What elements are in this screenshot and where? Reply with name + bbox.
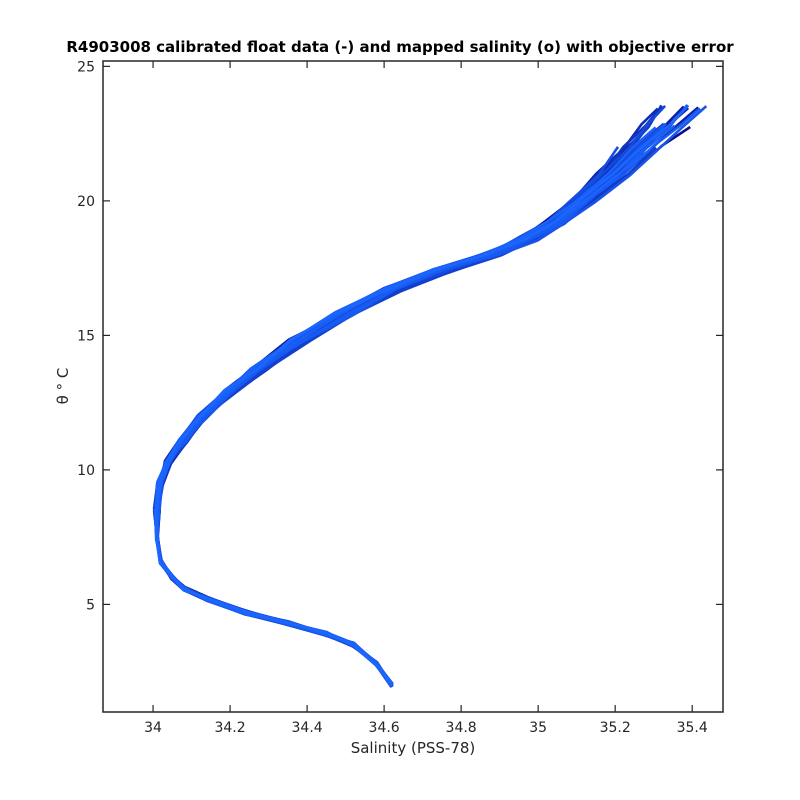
x-tick-label: 35 [529, 720, 547, 736]
profile-lines [152, 104, 708, 688]
x-tick-label: 34.6 [369, 720, 400, 736]
y-tick-label: 15 [77, 328, 95, 344]
chart-title: R4903008 calibrated float data (-) and m… [66, 38, 734, 56]
y-tick-label: 5 [86, 597, 95, 613]
x-tick-label: 34.4 [292, 720, 323, 736]
x-tick-label: 35.4 [677, 720, 708, 736]
plot-frame [102, 60, 724, 713]
y-tick-label: 20 [77, 194, 95, 210]
x-tick-label: 34.2 [214, 720, 245, 736]
profile-line [154, 104, 690, 687]
x-tick-label: 35.2 [600, 720, 631, 736]
y-axis-ticks: 5 10 15 20 25 [77, 59, 723, 613]
x-axis-label: Salinity (PSS-78) [351, 739, 476, 757]
x-tick-label: 34.8 [446, 720, 477, 736]
x-axis-ticks: 34 34.2 34.4 34.6 34.8 35 35.2 35.4 [144, 61, 708, 736]
y-tick-label: 25 [77, 59, 95, 75]
x-tick-label: 34 [144, 720, 162, 736]
y-tick-label: 10 [77, 463, 95, 479]
y-axis-label: θ ° C [54, 368, 72, 405]
